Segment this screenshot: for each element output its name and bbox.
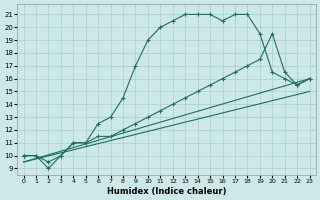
X-axis label: Humidex (Indice chaleur): Humidex (Indice chaleur): [107, 187, 226, 196]
